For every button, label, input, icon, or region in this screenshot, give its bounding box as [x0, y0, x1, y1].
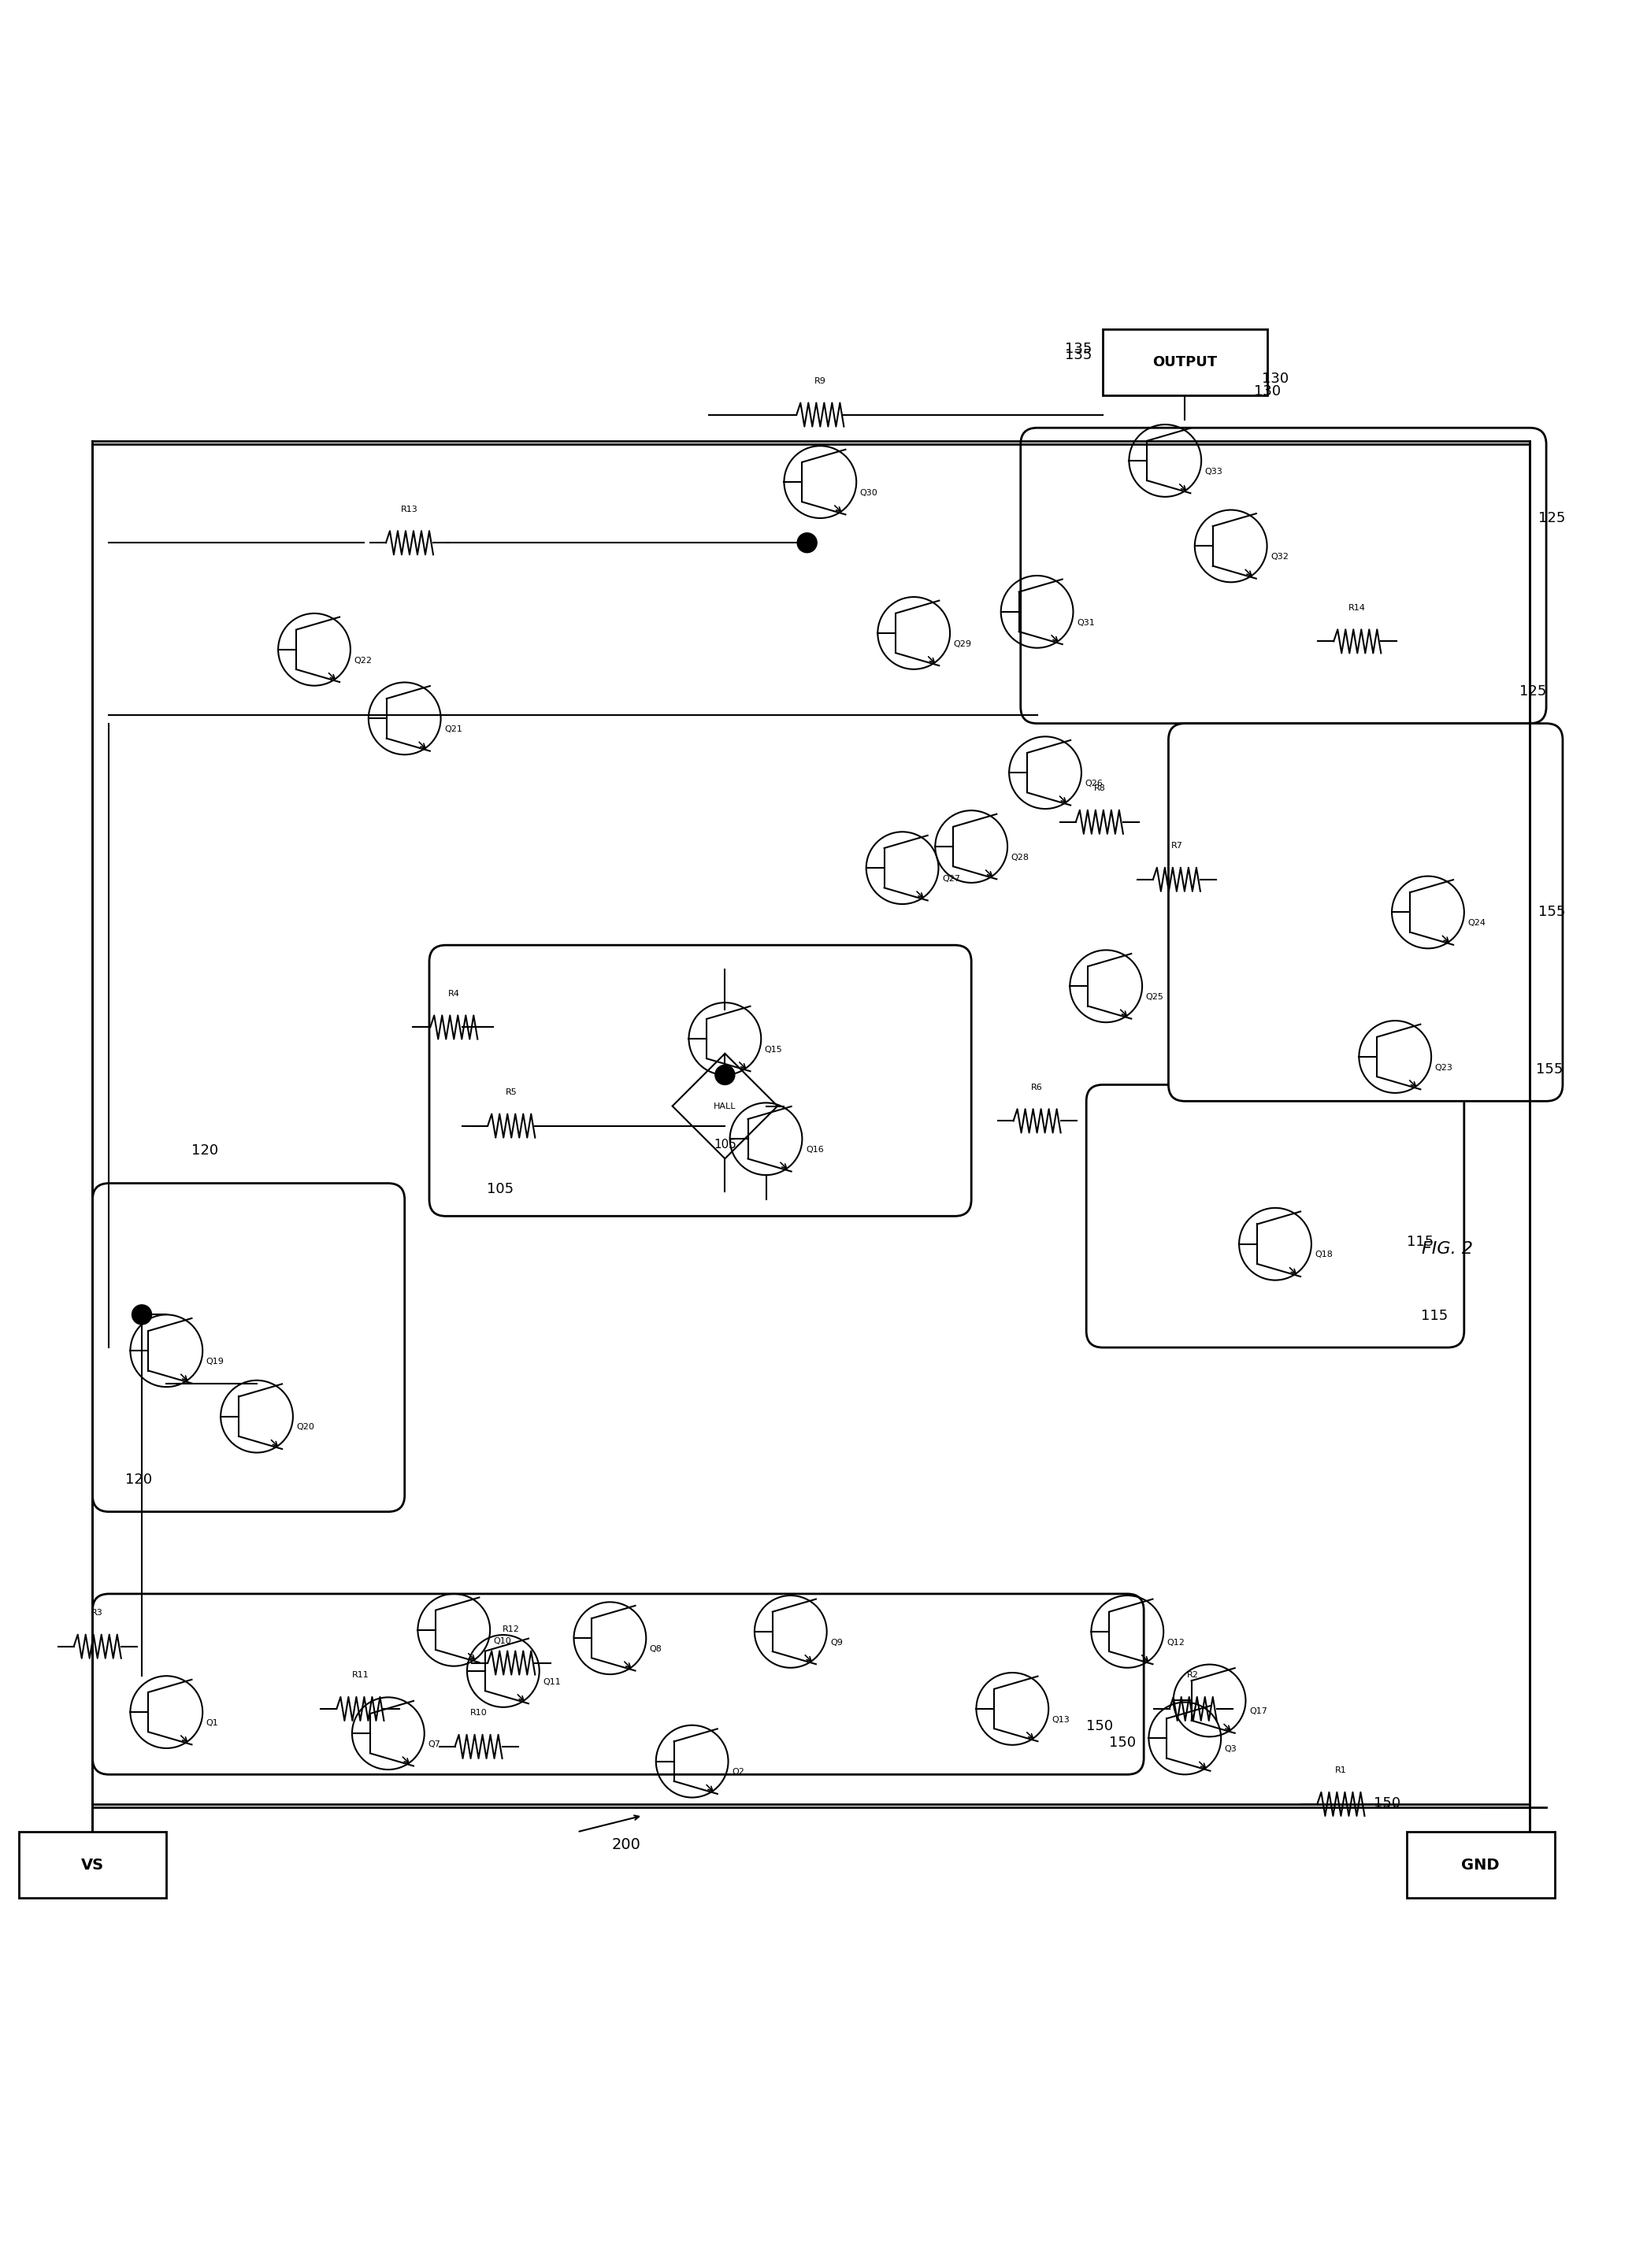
Text: R13: R13: [400, 506, 418, 513]
Text: 120: 120: [125, 1472, 152, 1488]
Text: 130: 130: [1262, 372, 1288, 386]
Text: Q33: Q33: [1206, 467, 1222, 476]
Text: R3: R3: [92, 1608, 104, 1617]
Text: Q31: Q31: [1077, 619, 1095, 626]
Text: 125: 125: [1519, 685, 1547, 699]
Text: GND: GND: [1461, 1857, 1500, 1873]
Text: R12: R12: [502, 1626, 520, 1633]
Text: Q20: Q20: [296, 1424, 315, 1431]
Text: 120: 120: [191, 1143, 217, 1157]
Text: Q12: Q12: [1168, 1637, 1186, 1647]
Text: 130: 130: [1253, 386, 1280, 399]
Text: Q17: Q17: [1250, 1708, 1267, 1715]
Text: Q2: Q2: [731, 1769, 744, 1776]
Text: FIG. 2: FIG. 2: [1421, 1241, 1474, 1256]
Text: HALL: HALL: [713, 1102, 736, 1109]
Text: Q10: Q10: [494, 1637, 512, 1644]
Text: R1: R1: [1336, 1767, 1347, 1774]
Text: Q30: Q30: [860, 490, 878, 497]
Text: 115: 115: [1421, 1309, 1448, 1322]
Text: 135: 135: [1064, 349, 1092, 363]
Text: 105: 105: [488, 1182, 514, 1198]
Text: Q29: Q29: [954, 640, 972, 649]
Text: Q8: Q8: [649, 1644, 662, 1653]
Text: 105: 105: [713, 1139, 736, 1150]
Text: 135: 135: [1064, 342, 1092, 356]
Text: 155: 155: [1535, 1061, 1563, 1077]
Text: R11: R11: [352, 1672, 369, 1678]
Text: 115: 115: [1407, 1234, 1433, 1250]
Text: R14: R14: [1349, 603, 1365, 612]
Text: Q1: Q1: [206, 1719, 219, 1726]
FancyBboxPatch shape: [1021, 429, 1547, 723]
FancyBboxPatch shape: [1168, 723, 1563, 1102]
FancyBboxPatch shape: [430, 946, 972, 1216]
Text: Q15: Q15: [764, 1046, 782, 1055]
Text: Q23: Q23: [1435, 1064, 1453, 1070]
Text: Q11: Q11: [544, 1678, 562, 1685]
FancyBboxPatch shape: [18, 1833, 166, 1898]
Text: Q32: Q32: [1270, 553, 1288, 560]
Text: Q26: Q26: [1085, 780, 1103, 787]
Text: 125: 125: [1538, 510, 1565, 526]
Text: Q21: Q21: [445, 726, 463, 733]
Text: Q3: Q3: [1225, 1746, 1237, 1753]
Text: Q9: Q9: [830, 1637, 843, 1647]
Text: Q27: Q27: [942, 875, 960, 882]
Text: R6: R6: [1031, 1084, 1043, 1091]
Text: Q18: Q18: [1314, 1252, 1332, 1259]
Text: R7: R7: [1171, 841, 1183, 850]
Text: OUTPUT: OUTPUT: [1153, 356, 1217, 370]
Text: R4: R4: [448, 989, 460, 998]
Circle shape: [797, 533, 817, 553]
Circle shape: [715, 1066, 735, 1084]
Text: R8: R8: [1094, 785, 1105, 792]
Text: R5: R5: [506, 1089, 517, 1095]
FancyBboxPatch shape: [1087, 1084, 1464, 1347]
Text: Q7: Q7: [428, 1740, 440, 1749]
FancyBboxPatch shape: [1103, 329, 1267, 395]
Text: 200: 200: [613, 1837, 641, 1853]
FancyBboxPatch shape: [92, 1184, 405, 1513]
Circle shape: [132, 1304, 152, 1325]
Text: Q19: Q19: [206, 1359, 224, 1365]
Text: 150: 150: [1108, 1735, 1135, 1751]
Text: Q24: Q24: [1467, 919, 1486, 928]
FancyBboxPatch shape: [1407, 1833, 1555, 1898]
Text: Q25: Q25: [1146, 993, 1164, 1000]
Text: Q22: Q22: [354, 655, 372, 665]
Text: 150: 150: [1374, 1796, 1400, 1810]
Text: R2: R2: [1187, 1672, 1199, 1678]
Text: R9: R9: [814, 376, 827, 386]
Text: Q16: Q16: [805, 1145, 824, 1154]
Text: Q13: Q13: [1052, 1715, 1071, 1724]
Text: Q28: Q28: [1011, 853, 1029, 862]
Text: 150: 150: [1087, 1719, 1113, 1733]
Text: 155: 155: [1538, 905, 1565, 919]
Text: VS: VS: [81, 1857, 104, 1873]
FancyBboxPatch shape: [92, 1594, 1143, 1774]
Text: R10: R10: [469, 1710, 488, 1717]
